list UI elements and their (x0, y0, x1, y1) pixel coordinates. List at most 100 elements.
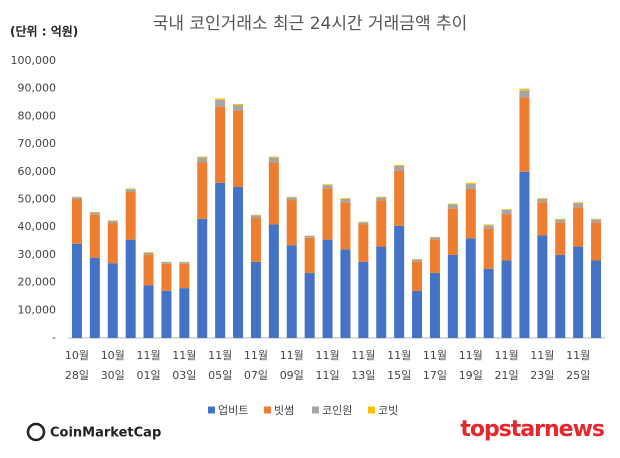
bar-segment (465, 238, 476, 338)
bar-segment (573, 207, 584, 247)
legend-label: 코인원 (322, 404, 352, 417)
bar-segment (286, 200, 297, 246)
bar-segment (197, 218, 208, 338)
bar-segment (501, 260, 512, 338)
bar-segment (376, 246, 387, 338)
bar-segment (179, 263, 190, 289)
bar-segment (143, 285, 154, 338)
bar-segment (519, 90, 530, 98)
bar-segment (447, 208, 458, 255)
bar-segment (465, 182, 476, 184)
bar-segment (107, 263, 118, 338)
bar-segment (161, 262, 172, 264)
bar-segment (179, 262, 190, 264)
x-tick-label: 11월 17일 (422, 349, 447, 382)
x-tick-label: 11월 19일 (458, 349, 483, 382)
bar-segment (197, 162, 208, 219)
bar-segment (304, 272, 315, 338)
bar-segment (519, 97, 530, 172)
bar-segment (501, 210, 512, 215)
bar-segment (537, 198, 548, 199)
bar-segment (143, 252, 154, 255)
legend-swatch (312, 406, 319, 414)
legend-label: 코빗 (378, 404, 398, 417)
bar-segment (429, 239, 440, 273)
bar-segment (233, 103, 244, 106)
y-tick-label: 70,000 (18, 137, 57, 150)
bar-segment (322, 184, 333, 186)
bar-segment (340, 202, 351, 250)
bar-segment (161, 263, 172, 291)
unit-label: (단위 : 억원) (10, 24, 78, 39)
bar-segment (197, 156, 208, 158)
bar-segment (358, 224, 369, 262)
bar-segment (591, 260, 602, 338)
bar-segment (591, 219, 602, 223)
bar-segment (161, 290, 172, 338)
bar-segment (250, 214, 261, 216)
x-tick-label: 10월 28일 (64, 349, 89, 382)
bar-segment (322, 188, 333, 240)
x-tick-label: 11월 21일 (494, 349, 519, 382)
bar-segment (537, 198, 548, 203)
bar-segment (107, 220, 118, 224)
x-tick-label: 11월 07일 (243, 349, 268, 382)
bar-segment (286, 245, 297, 338)
bar-segment (501, 209, 512, 211)
y-tick-label: 10,000 (18, 303, 57, 316)
bar-segment (215, 99, 226, 107)
bar-segment (125, 188, 136, 190)
y-tick-label: - (52, 331, 56, 344)
bar-segment (555, 218, 566, 220)
bar-segment (107, 223, 118, 264)
bar-segment (250, 218, 261, 262)
bar-segment (447, 254, 458, 338)
bar-segment (519, 171, 530, 338)
bar-segment (89, 211, 100, 213)
bar-segment (286, 197, 297, 201)
bar-segment (143, 252, 154, 253)
x-tick-label: 11월 23일 (530, 349, 555, 382)
bar-segment (429, 236, 440, 238)
bar-segment (179, 288, 190, 338)
bar-segment (412, 261, 423, 291)
chart-title: 국내 코인거래소 최근 24시간 거래금액 추이 (153, 14, 468, 34)
bar-segment (483, 224, 494, 226)
x-tick-label: 11월 15일 (387, 349, 412, 382)
bar-segment (358, 261, 369, 338)
bar-segment (573, 202, 584, 204)
y-tick-label: 90,000 (18, 82, 57, 95)
x-tick-label: 11월 03일 (172, 349, 197, 382)
bar-segment (107, 220, 118, 221)
bar-segment (233, 187, 244, 338)
y-tick-label: 60,000 (18, 165, 57, 178)
bar-segment (483, 225, 494, 229)
bar-segment (125, 239, 136, 338)
bar-segment (358, 222, 369, 225)
bar-segment (286, 196, 297, 198)
bar-segment (555, 222, 566, 255)
bar-segment (591, 222, 602, 261)
x-tick-label: 11월 13일 (351, 349, 376, 382)
bar-segment (376, 197, 387, 201)
bar-segment (322, 239, 333, 338)
bar-segment (447, 204, 458, 209)
x-tick-label: 11월 25일 (566, 349, 591, 382)
x-tick-label: 11월 09일 (279, 349, 304, 382)
y-tick-label: 80,000 (18, 109, 57, 122)
bar-segment (215, 106, 226, 183)
bar-segment (394, 164, 405, 166)
legend-swatch (208, 406, 215, 414)
legend-label: 업비트 (218, 404, 248, 417)
bar-segment (125, 192, 136, 240)
bar-segment (501, 214, 512, 261)
bar-segment (412, 259, 423, 262)
bar-segment (519, 88, 530, 91)
bar-segment (394, 170, 405, 226)
bar-segment (304, 235, 315, 238)
bar-segment (447, 203, 458, 205)
x-tick-label: 11월 05일 (208, 349, 233, 382)
bar-segment (340, 198, 351, 199)
bar-segment (429, 237, 440, 240)
bar-segment (89, 212, 100, 215)
